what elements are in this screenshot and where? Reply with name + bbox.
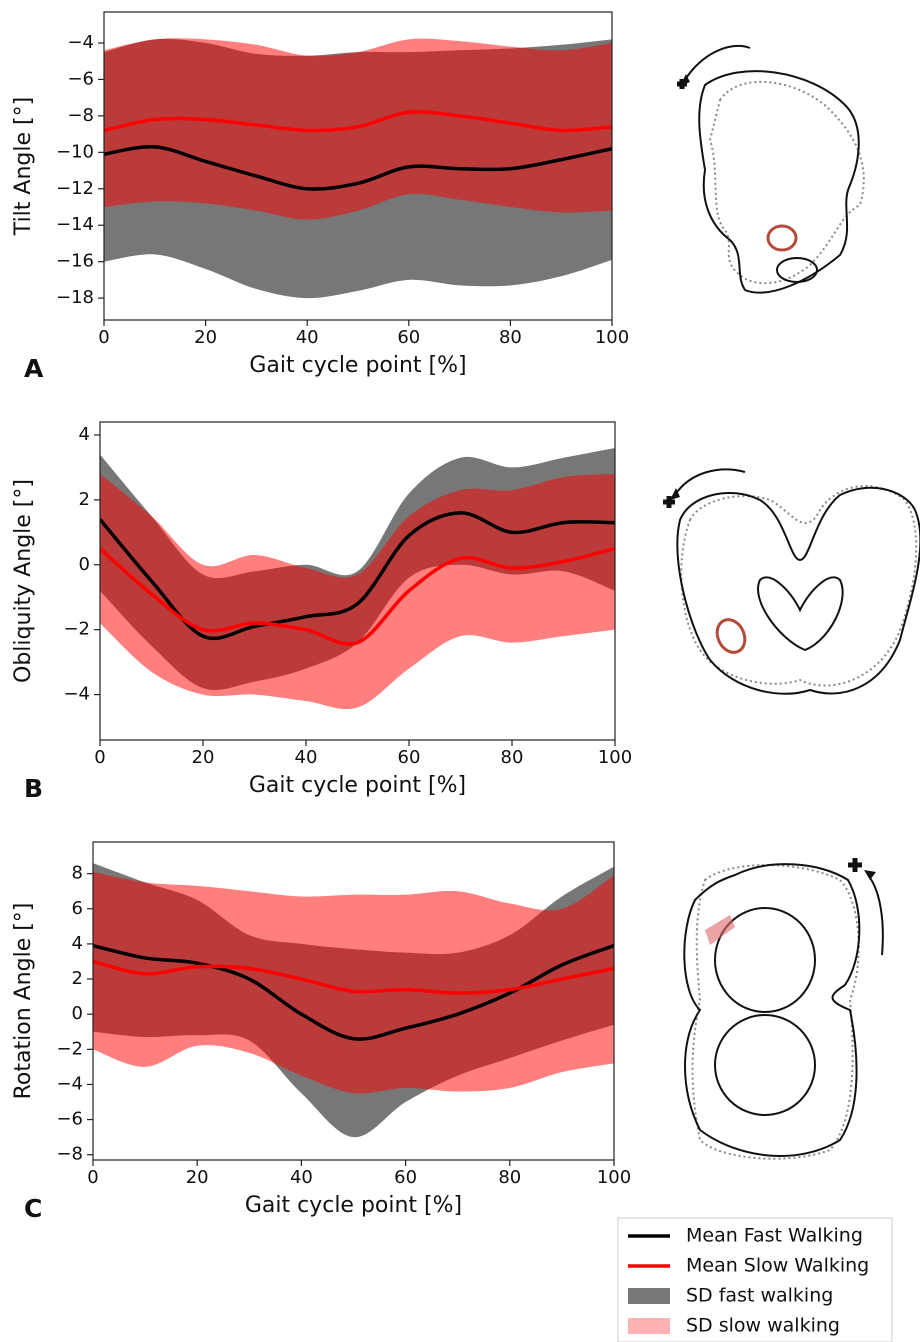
y-tick-label: −14: [56, 214, 94, 235]
y-tick-label: −12: [56, 178, 94, 199]
plot-area: [104, 38, 612, 299]
y-tick-label: −2: [56, 1038, 83, 1059]
x-axis-label: Gait cycle point [%]: [249, 773, 466, 798]
x-tick-label: 80: [501, 747, 524, 768]
y-axis-label: Rotation Angle [°]: [11, 903, 36, 1100]
mean-line: [104, 110, 612, 133]
y-tick-label: −6: [56, 1109, 83, 1130]
y-tick-label: 4: [72, 933, 83, 954]
sd-band: [93, 871, 614, 1094]
y-tick-label: 2: [72, 968, 83, 989]
pelvis-frontal-illustration: [663, 468, 920, 695]
y-tick-label: −2: [63, 619, 90, 640]
x-tick-label: 20: [186, 1167, 209, 1188]
y-tick-label: 2: [79, 489, 90, 510]
panel-label: B: [24, 774, 43, 803]
legend-label: Mean Slow Walking: [686, 1255, 869, 1277]
x-tick-label: 80: [499, 327, 522, 348]
x-tick-label: 100: [598, 747, 632, 768]
y-tick-label: −8: [56, 1144, 83, 1165]
mean-line: [93, 959, 614, 995]
legend-box: [617, 1217, 893, 1342]
y-tick-label: 0: [79, 554, 90, 575]
x-tick-label: 0: [87, 1167, 98, 1188]
x-tick-label: 40: [296, 327, 319, 348]
legend: Mean Fast Walking Mean Slow Walking SD fas…: [617, 1217, 893, 1342]
y-tick-label: −18: [56, 287, 94, 308]
legend-label: Mean Fast Walking: [686, 1225, 863, 1247]
x-tick-label: 20: [192, 747, 215, 768]
y-tick-label: 8: [72, 863, 83, 884]
plot-area: [100, 447, 615, 710]
x-axis-label: Gait cycle point [%]: [245, 1193, 462, 1218]
x-tick-label: 80: [498, 1167, 521, 1188]
y-tick-label: 4: [79, 424, 90, 445]
x-tick-label: 60: [398, 747, 421, 768]
mean-line: [93, 943, 614, 1041]
x-tick-label: 0: [98, 327, 109, 348]
pelvis-sagittal-illustration: [677, 44, 865, 294]
legend-label: SD fast walking: [686, 1285, 833, 1307]
y-tick-label: −8: [67, 105, 94, 126]
x-tick-label: 100: [595, 327, 629, 348]
y-tick-label: −10: [56, 141, 94, 162]
legend-label: SD slow walking: [686, 1315, 840, 1337]
x-tick-label: 100: [597, 1167, 631, 1188]
legend-swatch: [628, 1318, 670, 1334]
panel-label: A: [24, 354, 44, 383]
panel-label: C: [24, 1194, 42, 1223]
y-tick-label: 6: [72, 898, 83, 919]
mean-line: [104, 145, 612, 191]
pelvis-transverse-illustration: [683, 858, 884, 1160]
x-tick-label: 20: [194, 327, 217, 348]
y-tick-label: 0: [72, 1003, 83, 1024]
y-tick-label: −4: [63, 684, 90, 705]
x-tick-label: 60: [394, 1167, 417, 1188]
plot-frame: [99, 421, 616, 741]
plot-frame: [92, 841, 615, 1161]
legend-swatch: [628, 1288, 670, 1304]
x-axis-label: Gait cycle point [%]: [249, 353, 466, 378]
y-tick-label: −16: [56, 251, 94, 272]
sd-band: [100, 473, 615, 710]
x-tick-label: 0: [94, 747, 105, 768]
x-tick-label: 40: [295, 747, 318, 768]
mean-line: [100, 546, 615, 646]
x-tick-label: 60: [397, 327, 420, 348]
y-tick-label: −6: [67, 68, 94, 89]
y-tick-label: −4: [56, 1073, 83, 1094]
plot-area: [93, 863, 614, 1138]
sd-band: [104, 38, 612, 220]
y-axis-label: Tilt Angle [°]: [11, 97, 36, 236]
x-tick-label: 40: [290, 1167, 313, 1188]
y-axis-label: Obliquity Angle [°]: [11, 479, 36, 683]
plot-frame: [103, 11, 613, 321]
y-tick-label: −4: [67, 32, 94, 53]
